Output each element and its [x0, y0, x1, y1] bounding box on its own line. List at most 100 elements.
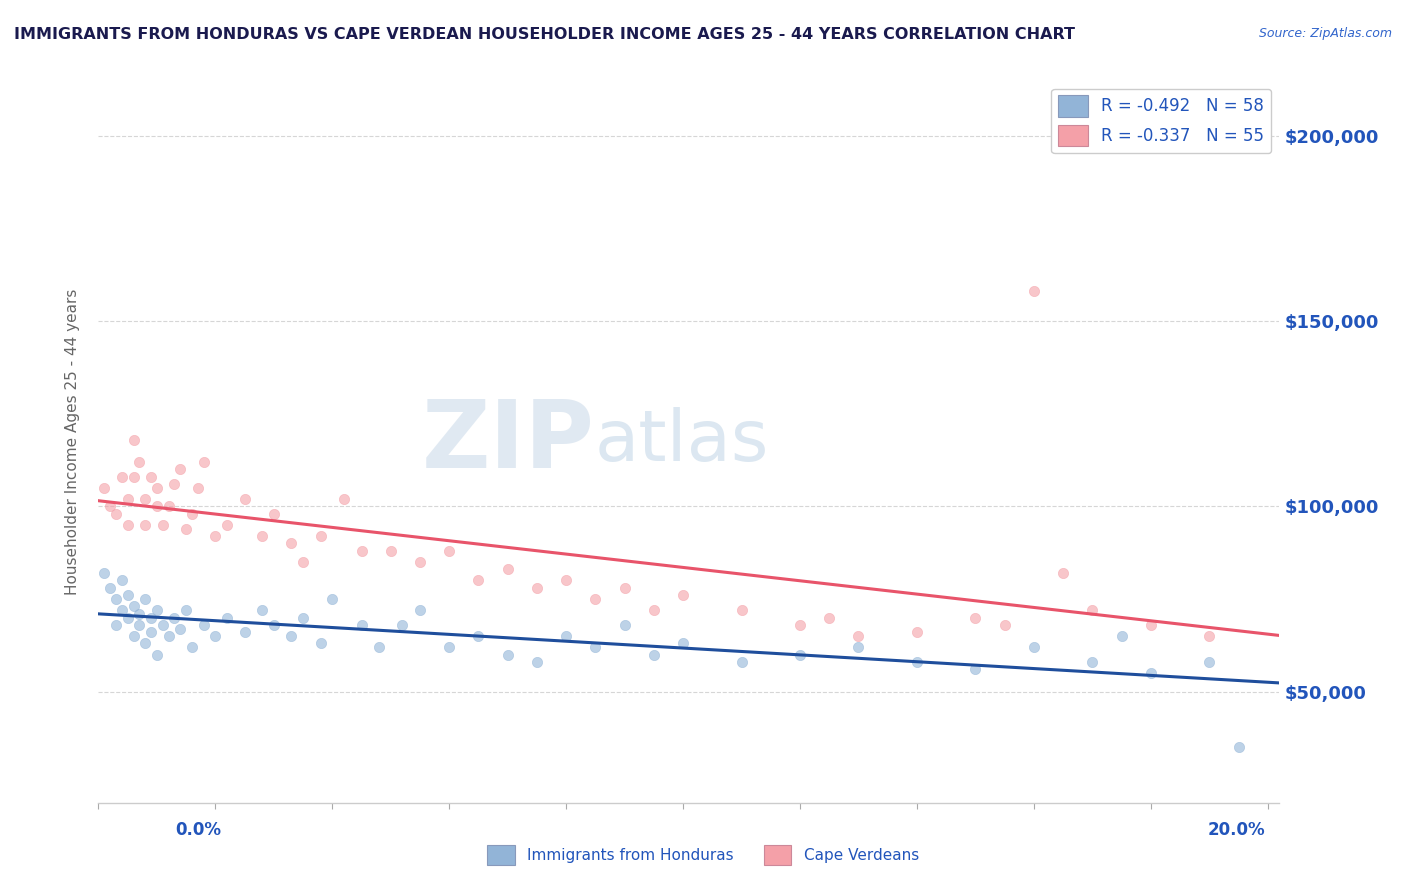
- Point: [526, 655, 548, 669]
- Point: [134, 636, 156, 650]
- Point: [263, 507, 285, 521]
- Point: [146, 481, 169, 495]
- Point: [122, 469, 145, 483]
- Point: [157, 629, 180, 643]
- Text: Source: ZipAtlas.com: Source: ZipAtlas.com: [1258, 27, 1392, 40]
- Point: [98, 500, 121, 514]
- Point: [146, 603, 169, 617]
- Point: [1081, 603, 1104, 617]
- Point: [672, 636, 695, 650]
- Point: [467, 574, 489, 588]
- Point: [128, 607, 150, 621]
- Point: [215, 610, 238, 624]
- Point: [1111, 629, 1133, 643]
- Point: [1198, 629, 1220, 643]
- Point: [439, 544, 461, 558]
- Y-axis label: Householder Income Ages 25 - 44 years: Householder Income Ages 25 - 44 years: [65, 288, 80, 595]
- Point: [280, 629, 302, 643]
- Point: [163, 477, 186, 491]
- Point: [128, 455, 150, 469]
- Point: [672, 588, 695, 602]
- Text: 20.0%: 20.0%: [1208, 821, 1265, 838]
- Point: [643, 648, 665, 662]
- Legend: R = -0.492   N = 58, R = -0.337   N = 55: R = -0.492 N = 58, R = -0.337 N = 55: [1052, 88, 1271, 153]
- Point: [122, 599, 145, 614]
- Point: [350, 544, 373, 558]
- Point: [233, 625, 256, 640]
- Point: [643, 603, 665, 617]
- Point: [583, 592, 606, 607]
- Point: [905, 655, 928, 669]
- Point: [818, 610, 841, 624]
- Point: [163, 610, 186, 624]
- Point: [280, 536, 302, 550]
- Point: [496, 648, 519, 662]
- Point: [117, 491, 139, 506]
- Point: [93, 481, 115, 495]
- Point: [98, 581, 121, 595]
- Point: [181, 507, 204, 521]
- Point: [128, 618, 150, 632]
- Text: IMMIGRANTS FROM HONDURAS VS CAPE VERDEAN HOUSEHOLDER INCOME AGES 25 - 44 YEARS C: IMMIGRANTS FROM HONDURAS VS CAPE VERDEAN…: [14, 27, 1076, 42]
- Point: [193, 618, 215, 632]
- Point: [263, 618, 285, 632]
- Point: [1052, 566, 1074, 580]
- Point: [233, 491, 256, 506]
- Point: [730, 655, 752, 669]
- Point: [111, 603, 134, 617]
- Point: [321, 592, 343, 607]
- Point: [169, 622, 191, 636]
- Point: [1022, 640, 1045, 655]
- Point: [157, 500, 180, 514]
- Point: [104, 507, 127, 521]
- Point: [292, 610, 315, 624]
- Point: [146, 648, 169, 662]
- Point: [174, 603, 197, 617]
- Point: [1140, 618, 1163, 632]
- Point: [117, 517, 139, 532]
- Point: [789, 618, 811, 632]
- Point: [613, 618, 636, 632]
- Point: [152, 517, 174, 532]
- Point: [152, 618, 174, 632]
- Point: [122, 433, 145, 447]
- Point: [250, 529, 273, 543]
- Point: [1140, 666, 1163, 681]
- Point: [93, 566, 115, 580]
- Point: [309, 529, 332, 543]
- Point: [526, 581, 548, 595]
- Point: [368, 640, 391, 655]
- Point: [104, 592, 127, 607]
- Point: [181, 640, 204, 655]
- Point: [439, 640, 461, 655]
- Point: [117, 588, 139, 602]
- Point: [583, 640, 606, 655]
- Point: [350, 618, 373, 632]
- Point: [905, 625, 928, 640]
- Point: [555, 574, 578, 588]
- Point: [193, 455, 215, 469]
- Point: [104, 618, 127, 632]
- Point: [309, 636, 332, 650]
- Point: [789, 648, 811, 662]
- Point: [391, 618, 413, 632]
- Point: [134, 517, 156, 532]
- Point: [169, 462, 191, 476]
- Point: [730, 603, 752, 617]
- Point: [994, 618, 1017, 632]
- Point: [139, 469, 162, 483]
- Point: [496, 562, 519, 576]
- Point: [204, 629, 226, 643]
- Point: [333, 491, 356, 506]
- Point: [1227, 740, 1250, 755]
- Point: [380, 544, 402, 558]
- Point: [111, 469, 134, 483]
- Point: [174, 522, 197, 536]
- Point: [111, 574, 134, 588]
- Point: [117, 610, 139, 624]
- Point: [146, 500, 169, 514]
- Point: [1198, 655, 1220, 669]
- Point: [139, 610, 162, 624]
- Point: [409, 603, 432, 617]
- Text: ZIP: ZIP: [422, 395, 595, 488]
